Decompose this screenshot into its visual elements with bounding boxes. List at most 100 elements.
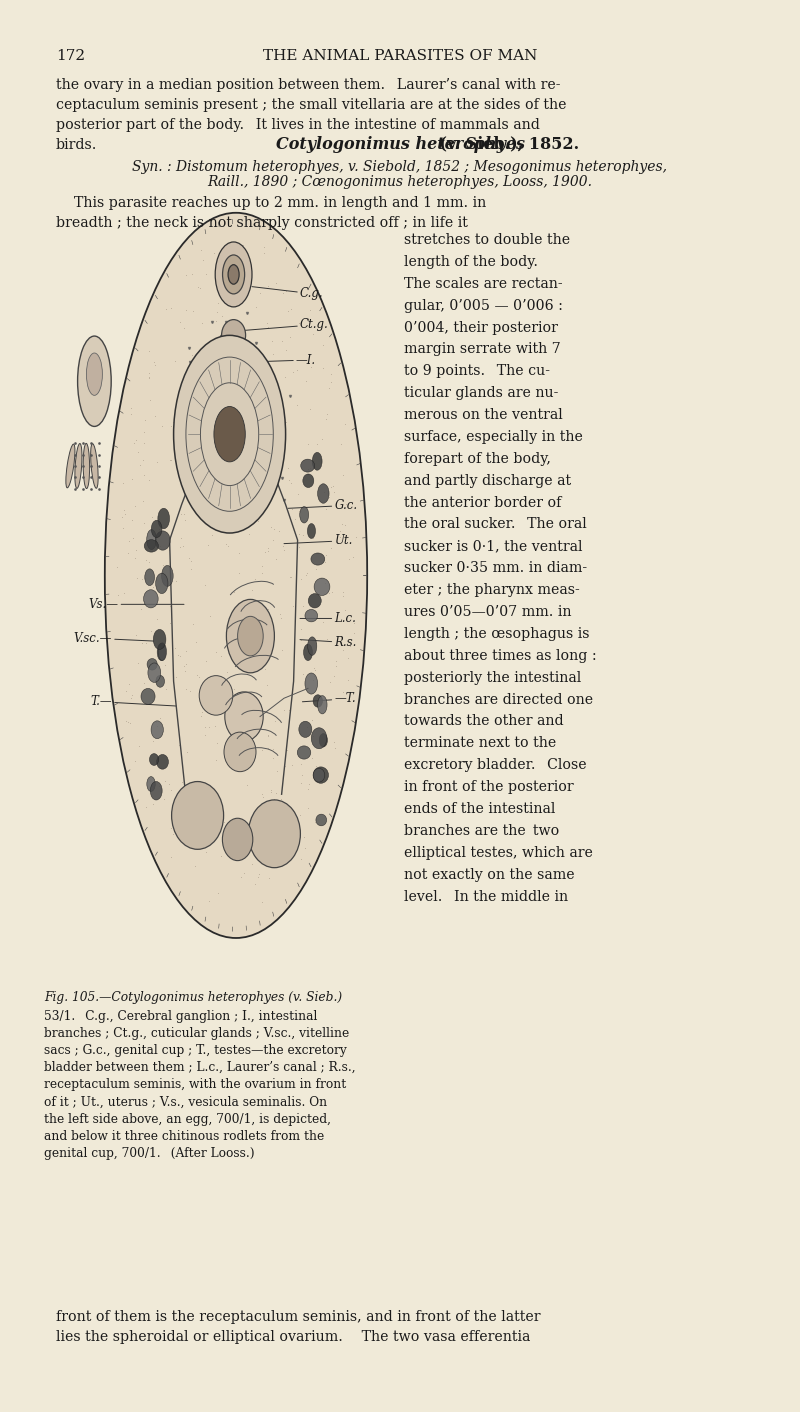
Ellipse shape [316, 815, 326, 826]
Ellipse shape [318, 484, 329, 503]
Text: V.sc.—: V.sc.— [74, 631, 154, 645]
Text: merous on the ventral: merous on the ventral [404, 408, 562, 422]
Ellipse shape [157, 644, 166, 661]
Text: elliptical testes, which are: elliptical testes, which are [404, 846, 593, 860]
Ellipse shape [75, 443, 82, 489]
Ellipse shape [226, 599, 274, 672]
Text: about three times as long :: about three times as long : [404, 650, 597, 662]
Text: stretches to double the: stretches to double the [404, 233, 570, 247]
Ellipse shape [158, 508, 170, 528]
Text: to 9 points.  The cu-: to 9 points. The cu- [404, 364, 550, 378]
Ellipse shape [156, 573, 168, 593]
Text: towards the other and: towards the other and [404, 714, 564, 729]
Ellipse shape [147, 658, 158, 671]
Ellipse shape [222, 819, 253, 860]
Ellipse shape [158, 642, 166, 661]
Text: branches are directed one: branches are directed one [404, 692, 593, 706]
Ellipse shape [146, 530, 157, 549]
Text: Ut.: Ut. [284, 534, 353, 548]
Text: length ; the œsophagus is: length ; the œsophagus is [404, 627, 590, 641]
Ellipse shape [313, 695, 322, 707]
Text: terminate next to the: terminate next to the [404, 737, 556, 750]
Text: excretory bladder.  Close: excretory bladder. Close [404, 758, 586, 772]
Text: —T.: —T. [302, 692, 356, 706]
Text: eter ; the pharynx meas-: eter ; the pharynx meas- [404, 583, 580, 597]
Text: not exactly on the same: not exactly on the same [404, 867, 574, 881]
Text: ends of the intestinal: ends of the intestinal [404, 802, 555, 816]
Text: Vs.—: Vs.— [88, 597, 184, 611]
Text: gular, 0’005 — 0’006 :: gular, 0’005 — 0’006 : [404, 298, 563, 312]
Text: the ovary in a median position between them.  Laurer’s canal with re-
ceptaculum: the ovary in a median position between t… [56, 78, 566, 152]
Circle shape [228, 264, 239, 284]
Text: —I.: —I. [264, 353, 316, 367]
Circle shape [174, 335, 286, 532]
Ellipse shape [66, 445, 75, 487]
Text: Raill., 1890 ; Cœnogonimus heterophyes, Looss, 1900.: Raill., 1890 ; Cœnogonimus heterophyes, … [207, 175, 593, 189]
Ellipse shape [150, 781, 162, 801]
Ellipse shape [301, 459, 314, 472]
Ellipse shape [151, 520, 162, 538]
Ellipse shape [303, 644, 313, 661]
Ellipse shape [299, 722, 312, 737]
Text: ticular glands are nu-: ticular glands are nu- [404, 385, 558, 400]
Ellipse shape [313, 767, 329, 784]
Ellipse shape [148, 664, 161, 682]
Ellipse shape [157, 754, 169, 770]
Ellipse shape [313, 768, 325, 782]
Ellipse shape [222, 319, 246, 350]
Text: R.s.: R.s. [300, 635, 357, 650]
Ellipse shape [78, 336, 111, 426]
Ellipse shape [141, 689, 155, 705]
Ellipse shape [86, 353, 102, 395]
Text: 53/1.  C.g., Cerebral ganglion ; I., intestinal
branches ; Ct.g., cuticular glan: 53/1. C.g., Cerebral ganglion ; I., inte… [44, 1010, 356, 1161]
Text: sucker 0·35 mm. in diam-: sucker 0·35 mm. in diam- [404, 561, 587, 575]
Ellipse shape [311, 727, 327, 748]
Text: length of the body.: length of the body. [404, 254, 538, 268]
Text: Syn. : Distomum heterophyes, v. Siebold, 1852 ; Mesogonimus heterophyes,: Syn. : Distomum heterophyes, v. Siebold,… [133, 160, 667, 174]
Ellipse shape [151, 720, 163, 738]
Text: THE ANIMAL PARASITES OF MAN: THE ANIMAL PARASITES OF MAN [263, 49, 537, 64]
Text: T.—: T.— [90, 695, 176, 709]
Ellipse shape [238, 616, 263, 655]
Ellipse shape [305, 674, 318, 695]
Text: branches are the two: branches are the two [404, 825, 559, 837]
Text: posteriorly the intestinal: posteriorly the intestinal [404, 671, 582, 685]
Ellipse shape [303, 474, 314, 487]
Ellipse shape [147, 777, 155, 792]
Ellipse shape [308, 637, 317, 655]
Ellipse shape [90, 443, 98, 489]
Text: front of them is the receptaculum seminis, and in front of the latter
lies the s: front of them is the receptaculum semini… [56, 1310, 541, 1344]
Ellipse shape [171, 782, 224, 850]
Text: (v. Sieb.), 1852.: (v. Sieb.), 1852. [221, 136, 579, 152]
Ellipse shape [314, 578, 330, 596]
Ellipse shape [305, 610, 318, 621]
Ellipse shape [319, 734, 327, 747]
Text: forepart of the body,: forepart of the body, [404, 452, 551, 466]
Ellipse shape [105, 213, 367, 938]
Text: Cotylogonimus heterophyes: Cotylogonimus heterophyes [275, 136, 525, 152]
Ellipse shape [311, 554, 325, 565]
Text: surface, especially in the: surface, especially in the [404, 429, 583, 443]
Text: G.c.: G.c. [288, 498, 358, 513]
Ellipse shape [145, 569, 154, 586]
Ellipse shape [155, 531, 170, 551]
Text: the oral sucker.  The oral: the oral sucker. The oral [404, 518, 586, 531]
Text: margin serrate with 7: margin serrate with 7 [404, 343, 561, 356]
Text: L.c.: L.c. [300, 611, 356, 626]
Ellipse shape [199, 675, 233, 714]
Text: 172: 172 [56, 49, 85, 64]
Ellipse shape [156, 675, 165, 688]
Ellipse shape [154, 630, 166, 650]
Circle shape [215, 241, 252, 306]
Text: 0’004, their posterior: 0’004, their posterior [404, 321, 558, 335]
Ellipse shape [298, 746, 310, 760]
Ellipse shape [318, 696, 327, 714]
Ellipse shape [225, 692, 263, 741]
Text: and partly discharge at: and partly discharge at [404, 474, 571, 487]
Ellipse shape [248, 799, 301, 867]
Circle shape [214, 407, 246, 462]
Ellipse shape [224, 731, 256, 771]
Ellipse shape [312, 452, 322, 470]
Text: C.g.: C.g. [252, 287, 324, 301]
Ellipse shape [307, 524, 315, 538]
